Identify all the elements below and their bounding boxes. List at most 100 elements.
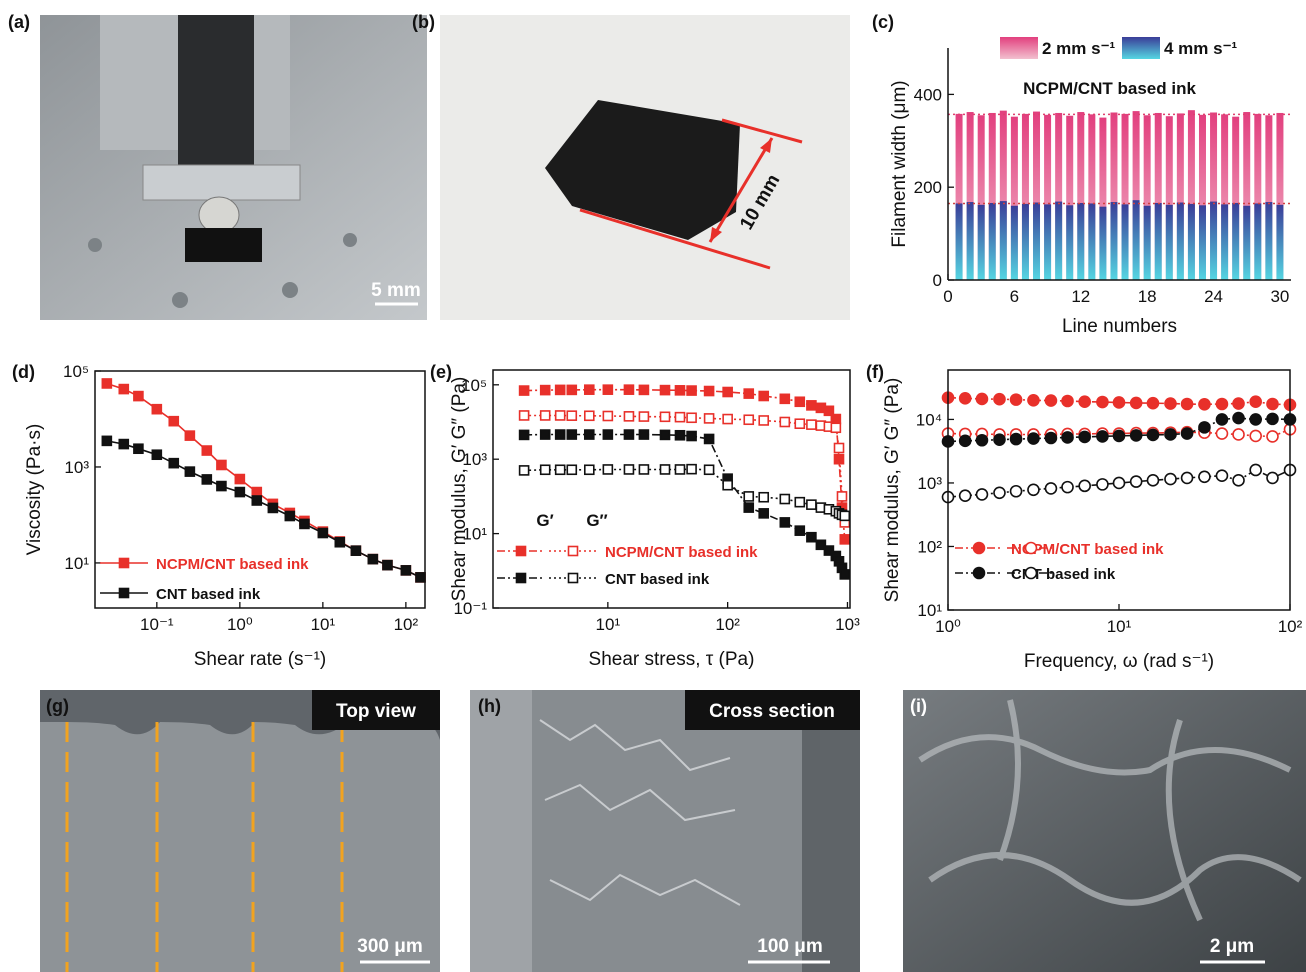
marker xyxy=(202,446,211,455)
marker xyxy=(235,488,244,497)
y-axis-title: Shear modulus, G′ G″ (Pa) xyxy=(882,378,903,603)
marker xyxy=(1216,470,1227,481)
marker xyxy=(567,430,576,439)
marker xyxy=(217,482,226,491)
marker xyxy=(401,566,410,575)
marker xyxy=(1114,477,1125,488)
y-axis-title: Viscosity (Pa·s) xyxy=(24,424,45,556)
marker xyxy=(520,466,529,475)
marker xyxy=(567,411,576,420)
marker xyxy=(1165,429,1176,440)
marker xyxy=(1199,422,1210,433)
marker xyxy=(603,385,612,394)
marker xyxy=(723,415,732,424)
marker xyxy=(759,416,768,425)
panel-label: (h) xyxy=(478,696,501,716)
bar xyxy=(1044,204,1051,280)
photo-b: 10 mm (b) xyxy=(412,12,850,320)
bar xyxy=(1055,202,1062,280)
marker xyxy=(569,574,578,583)
marker xyxy=(1267,413,1278,424)
marker xyxy=(517,574,526,583)
marker xyxy=(556,430,565,439)
bar xyxy=(1110,202,1117,280)
marker xyxy=(675,413,684,422)
photo-shape xyxy=(199,197,239,233)
bar xyxy=(1066,205,1073,280)
bar xyxy=(967,202,974,280)
marker xyxy=(976,393,987,404)
x-axis-title: Frequency, ω (rad s⁻¹) xyxy=(1024,651,1214,672)
series-line xyxy=(524,469,845,516)
marker xyxy=(1199,471,1210,482)
marker xyxy=(1199,399,1210,410)
legend-label: CNT based ink xyxy=(605,571,710,588)
y-tick-label: 10² xyxy=(917,537,942,556)
marker xyxy=(1011,394,1022,405)
y-tick-label: 10⁻¹ xyxy=(453,599,487,618)
marker xyxy=(585,465,594,474)
marker xyxy=(807,500,816,509)
legend-header: G′ xyxy=(536,511,553,530)
marker xyxy=(1267,472,1278,483)
bar xyxy=(1254,203,1261,280)
caption: Top view xyxy=(336,701,416,722)
marker xyxy=(1062,396,1073,407)
marker xyxy=(840,535,849,544)
bar xyxy=(1122,204,1129,280)
marker xyxy=(585,385,594,394)
marker xyxy=(603,430,612,439)
marker xyxy=(1147,475,1158,486)
marker xyxy=(1267,431,1278,442)
x-axis-title: Line numbers xyxy=(1062,316,1177,337)
marker xyxy=(1131,476,1142,487)
scale-bar-label: 5 mm xyxy=(371,280,421,301)
bar xyxy=(978,205,985,280)
panel-label: (c) xyxy=(872,12,894,32)
marker xyxy=(268,503,277,512)
marker xyxy=(1165,474,1176,485)
chart-title: NCPM/CNT based ink xyxy=(1023,79,1196,98)
marker xyxy=(744,389,753,398)
marker xyxy=(1028,484,1039,495)
legend-label: CNT based ink xyxy=(156,586,261,603)
panel-label: (d) xyxy=(12,362,35,382)
marker xyxy=(517,547,526,556)
marker xyxy=(795,526,804,535)
photo-shape xyxy=(143,165,300,200)
panel-label: (i) xyxy=(910,696,927,716)
marker xyxy=(368,555,377,564)
marker xyxy=(120,559,129,568)
x-tick-label: 10⁰ xyxy=(227,615,253,634)
x-tick-label: 10³ xyxy=(835,615,860,634)
marker xyxy=(335,538,344,547)
marker xyxy=(567,385,576,394)
marker xyxy=(119,385,128,394)
marker xyxy=(705,414,714,423)
marker xyxy=(1028,395,1039,406)
marker xyxy=(795,397,804,406)
marker xyxy=(585,411,594,420)
marker xyxy=(169,459,178,468)
marker xyxy=(976,435,987,446)
marker xyxy=(185,467,194,476)
photo-shape xyxy=(172,292,188,308)
y-tick-label: 10³ xyxy=(917,474,942,493)
bar xyxy=(1088,203,1095,280)
photo-bg xyxy=(903,690,1306,972)
marker xyxy=(217,460,226,469)
marker xyxy=(1147,429,1158,440)
marker xyxy=(624,412,633,421)
y-tick-label: 10³ xyxy=(64,458,89,477)
marker xyxy=(1182,428,1193,439)
marker xyxy=(675,431,684,440)
bar xyxy=(989,203,996,280)
marker xyxy=(252,496,261,505)
marker xyxy=(994,434,1005,445)
marker xyxy=(1216,428,1227,439)
legend-label: 2 mm s⁻¹ xyxy=(1042,39,1116,58)
panel-label: (b) xyxy=(412,12,435,32)
marker xyxy=(1045,433,1056,444)
marker xyxy=(1079,431,1090,442)
marker xyxy=(1011,486,1022,497)
